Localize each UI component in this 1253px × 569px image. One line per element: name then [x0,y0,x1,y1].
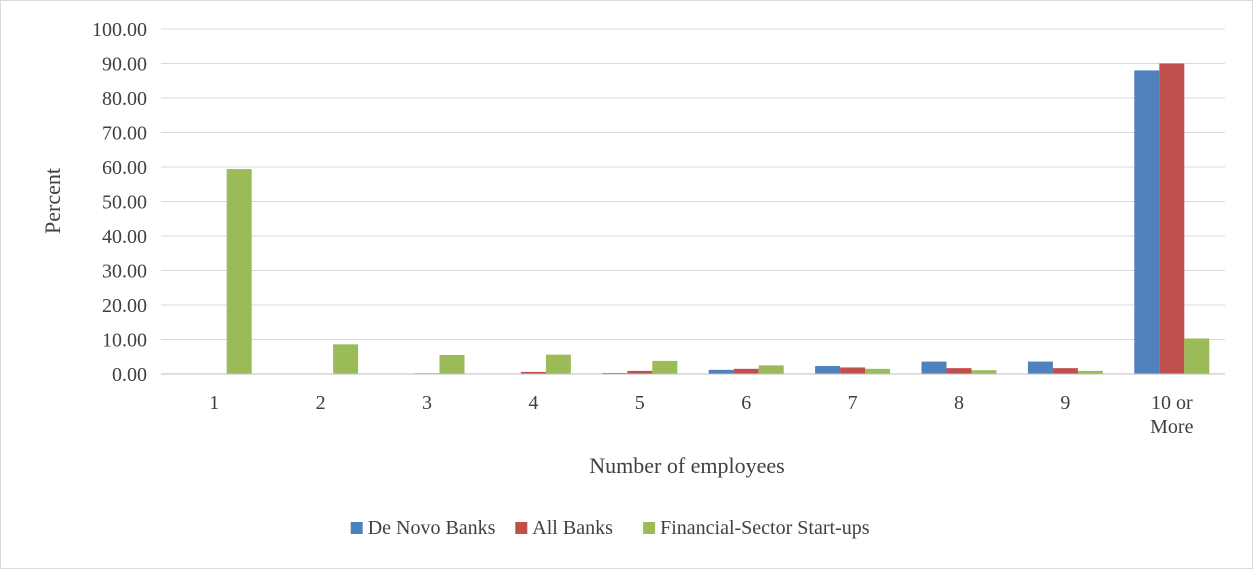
bar [1027,361,1053,374]
bar [545,354,571,374]
bar [758,365,784,374]
bar [1052,368,1078,374]
legend-label: Financial-Sector Start-ups [660,517,870,539]
bar [226,169,252,374]
y-tick-label: 40.00 [102,226,147,248]
bar [520,371,546,374]
bar [815,366,841,374]
gridlines [161,28,1225,340]
x-tick-label: 6 [741,392,751,414]
legend-swatch [350,522,363,534]
y-tick-label: 70.00 [102,123,147,145]
legend-label: All Banks [532,517,613,539]
y-tick-label: 80.00 [102,88,147,110]
x-tick-label: 4 [528,392,538,414]
bar [840,367,866,374]
bar [733,368,759,374]
bar [971,370,997,374]
y-tick-label: 90.00 [102,54,147,76]
axes: 0.00 10.00 20.00 30.00 40.00 50.00 60.00 70.00 8… [92,19,1225,438]
x-axis-title: Number of employees [589,453,785,478]
x-tick-label: 2 [316,392,326,414]
bar [333,344,359,374]
legend-label: De Novo Banks [368,517,496,539]
bar [708,369,734,374]
y-tick-label: 100.00 [92,19,147,41]
x-tick-label: 8 [954,392,964,414]
x-tick-label: More [1150,416,1193,438]
bar [652,360,678,374]
bar [865,368,891,374]
x-tick-label: 1 [209,392,219,414]
y-tick-label: 10.00 [102,330,147,352]
x-tick-label: 9 [1060,392,1070,414]
bar [946,368,972,374]
bar [1077,370,1103,374]
y-tick-label: 20.00 [102,295,147,317]
y-tick-label: 30.00 [102,261,147,283]
legend-swatch [515,522,528,534]
bar [627,370,653,374]
y-tick-label: 60.00 [102,157,147,179]
bars [226,63,1210,375]
bar [439,355,465,374]
legend-swatch [643,522,656,534]
x-tick-label: 7 [848,392,858,414]
bar [1134,70,1160,375]
bar [602,372,628,374]
x-tick-label: 5 [635,392,645,414]
legend: De Novo Banks All Banks Financial-Sector S… [350,517,870,539]
bar [921,361,947,374]
bar [1184,338,1210,374]
y-axis-title: Percent [40,168,65,234]
y-tick-label: 50.00 [102,192,147,214]
bar [1159,63,1185,374]
x-tick-label: 10 or [1151,392,1193,414]
x-tick-label: 3 [422,392,432,414]
y-tick-label: 0.00 [112,364,147,386]
